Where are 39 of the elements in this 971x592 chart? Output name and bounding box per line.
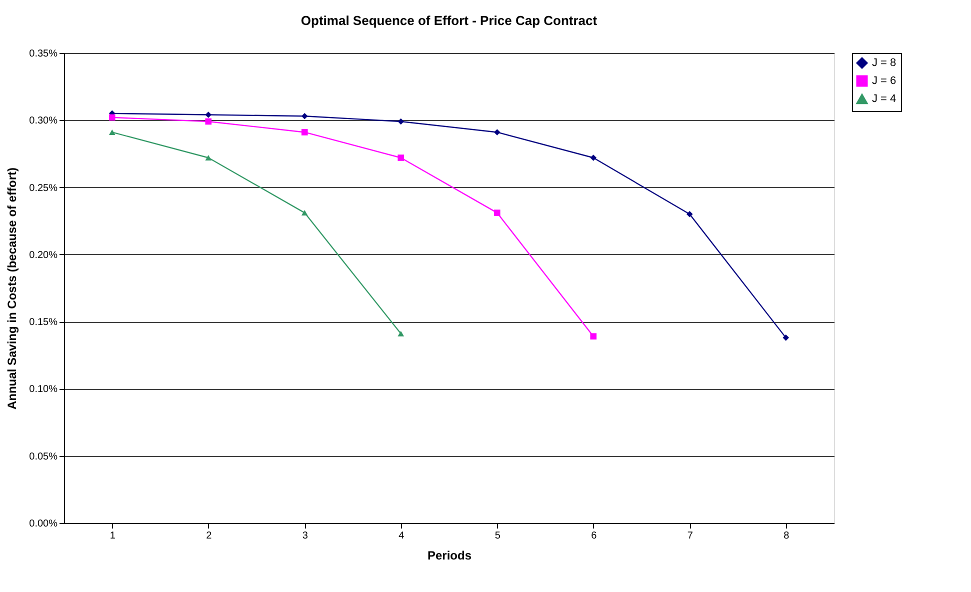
x-axis-title: Periods — [427, 548, 472, 562]
legend-label: J = 4 — [872, 93, 896, 105]
y-tick-label: 0.00% — [29, 518, 58, 530]
point — [590, 333, 597, 340]
point — [205, 112, 212, 118]
point — [398, 330, 404, 336]
point — [590, 154, 597, 161]
point — [108, 114, 116, 121]
x-tick-label: 8 — [784, 530, 790, 542]
point — [301, 210, 308, 216]
point — [205, 155, 212, 160]
point — [494, 210, 500, 216]
y-tick-label: 0.05% — [29, 451, 58, 462]
y-tick-label: 0.35% — [29, 48, 58, 60]
point — [205, 118, 212, 125]
y-tick-label: 0.20% — [29, 250, 58, 261]
point — [494, 129, 500, 136]
x-tick-label: 4 — [398, 530, 405, 542]
point — [108, 129, 116, 135]
y-tick-label: 0.15% — [29, 317, 58, 328]
x-tick-label: 5 — [494, 530, 501, 542]
point — [686, 210, 693, 218]
y-tick-label: 0.30% — [29, 116, 58, 127]
point — [398, 154, 404, 161]
x-tick-label: 6 — [591, 530, 598, 542]
x-tick-label: 3 — [302, 530, 308, 542]
point — [398, 118, 404, 125]
y-tick-label: 0.10% — [29, 384, 58, 396]
chart-title: Optimal Sequence of Effort - Price Cap Contract — [300, 13, 598, 28]
x-tick-label: 1 — [110, 530, 116, 542]
point — [782, 334, 790, 341]
point — [301, 129, 308, 136]
x-tick-label: 7 — [687, 530, 694, 542]
point — [301, 112, 308, 120]
x-tick-label: 2 — [206, 530, 212, 542]
y-axis-title: Annual Saving in Costs (because of effort) — [5, 167, 20, 410]
legend-label: J = 6 — [872, 75, 896, 87]
legend-label: J = 8 — [872, 57, 896, 69]
y-tick-label: 0.25% — [29, 182, 58, 194]
